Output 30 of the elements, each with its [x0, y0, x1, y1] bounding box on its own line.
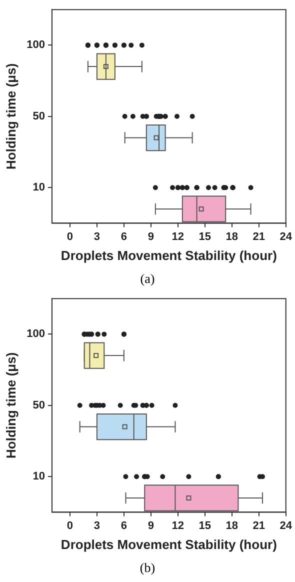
x-tick-label: 12 [172, 230, 184, 243]
x-tick-label: 3 [94, 230, 100, 243]
x-axis-title: Droplets Movement Stability (hour) [60, 248, 277, 263]
x-tick-label: 0 [66, 520, 74, 532]
y-tick-label: 100 [26, 328, 45, 340]
x-tick-label: 9 [148, 520, 154, 532]
x-tick-label: 6 [120, 520, 127, 532]
x-tick-label: 24 [280, 520, 293, 532]
x-tick-label: 24 [280, 230, 293, 243]
y-axis-title: Holding time (μs) [3, 352, 18, 458]
x-axis-title: Droplets Movement Stability (hour) [60, 536, 277, 552]
x-tick-label: 15 [198, 230, 212, 243]
x-tick-label: 6 [120, 230, 127, 243]
y-tick-label: 10 [32, 470, 45, 483]
y-tick-label: 50 [32, 399, 45, 412]
x-tick-label: 18 [226, 520, 238, 532]
y-tick-label: 10 [32, 182, 45, 194]
x-tick-label: 12 [172, 520, 184, 532]
x-tick-label: 21 [252, 520, 266, 532]
y-tick-label: 100 [26, 39, 45, 52]
x-tick-label: 15 [198, 520, 212, 532]
x-tick-label: 21 [252, 230, 266, 243]
y-tick-label: 50 [32, 110, 45, 122]
x-tick-label: 0 [66, 230, 74, 243]
x-tick-label: 3 [94, 520, 100, 532]
text: (a) [139, 270, 156, 288]
text: (b) [138, 559, 156, 577]
x-tick-label: 9 [148, 230, 154, 243]
y-axis-title: Holding time (μs) [3, 63, 18, 170]
x-tick-label: 18 [226, 230, 238, 243]
